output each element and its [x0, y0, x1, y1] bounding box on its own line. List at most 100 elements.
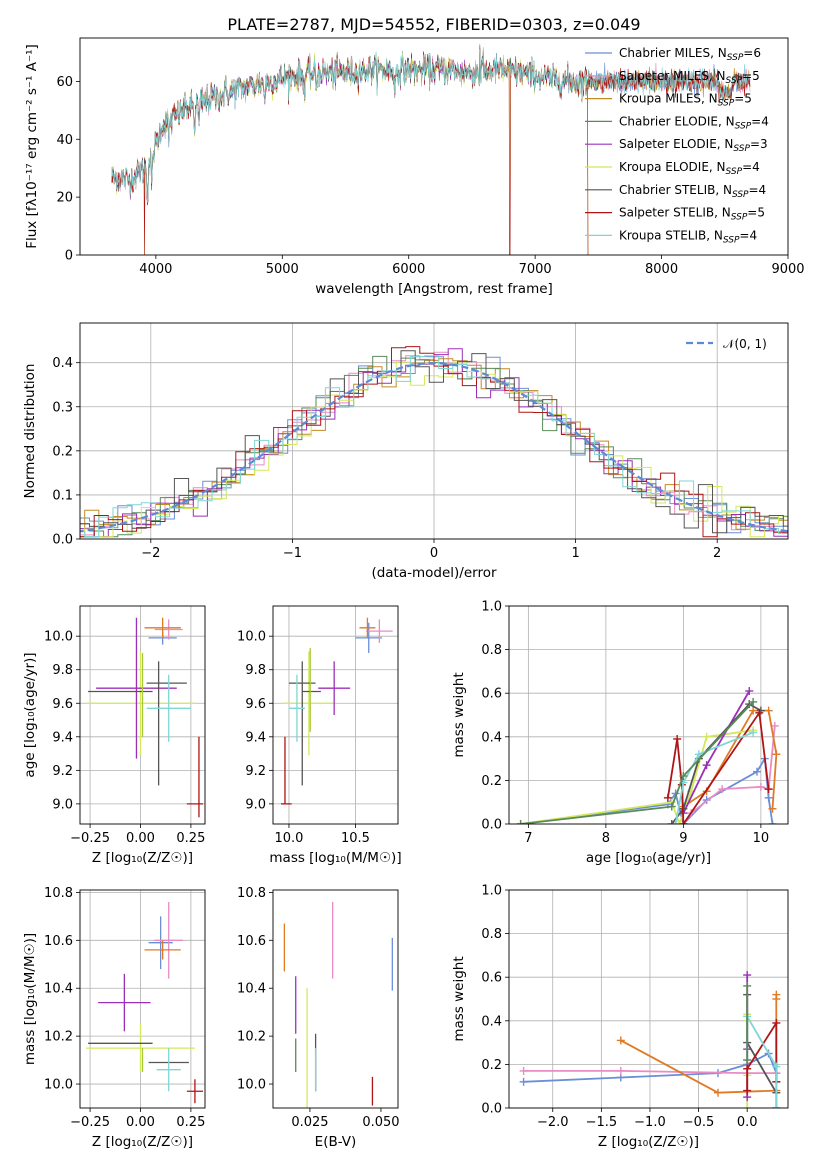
y-tick-label: 0.0 [52, 533, 73, 548]
weight-marker [616, 1066, 625, 1075]
weight-marker [755, 708, 764, 717]
errorbar-point [366, 619, 393, 643]
y-tick-label: 0.8 [481, 927, 502, 942]
y-tick-label: 10.0 [44, 1078, 73, 1093]
plot-area-mass_vs_EBV [283, 901, 393, 1108]
legend-label: Salpeter ELODIE, NSSP=3 [619, 137, 768, 154]
errorbar-point [156, 1048, 181, 1092]
y-tick-label: 0.4 [481, 1014, 502, 1029]
weight-marker [764, 706, 773, 715]
normal-curve [80, 361, 788, 533]
axes-age_vs_mass: 10.0 10.5 9.0 9.2 9.4 9.6 9.8 10.0 mass [log₁₀(M… [237, 606, 402, 866]
x-tick-label: −0.25 [70, 831, 110, 846]
x-axis-label: Z [log₁₀(Z/Z☉)] [92, 1134, 193, 1150]
axes-residuals: −2 −1 0 1 2 0.0 0.1 0.2 0.3 0.4 (data-model)/error… [22, 323, 788, 581]
x-tick-label: −1.0 [634, 1115, 666, 1130]
x-tick-label: −0.25 [70, 1115, 110, 1130]
spectrum-line-ext-8 [587, 64, 751, 102]
mass_vs_Z-frame [79, 889, 206, 1109]
weight-marker [679, 820, 688, 824]
weight-marker [749, 706, 758, 715]
plot-area-residuals [80, 346, 788, 538]
y-axis-label: age [log₁₀(age/yr)] [22, 652, 38, 777]
weight-marker [743, 1056, 752, 1065]
weight-marker [764, 793, 773, 802]
y-tick-label: 0 [65, 249, 73, 264]
spectrum-line-1 [111, 43, 589, 202]
y-tick-label: 0.8 [481, 643, 502, 658]
y-axis-label: mass weight [451, 672, 467, 757]
x-axis-label: Z [log₁₀(Z/Z☉)] [598, 1134, 699, 1150]
histogram-6 [80, 350, 788, 534]
weight-marker [743, 1064, 752, 1073]
mass_weight_vs_age-frame [508, 605, 789, 825]
weight-marker [673, 734, 682, 743]
errorbar-point [318, 661, 351, 715]
y-tick-label: 10.8 [237, 886, 266, 901]
y-tick-label: 0.1 [52, 488, 73, 503]
weight-line-5 [671, 702, 762, 824]
y-tick-label: 0.4 [52, 356, 73, 371]
x-tick-label: 8 [602, 831, 610, 846]
axes-mass_weight_vs_Z: −2.0 −1.5 −1.0 −0.5 0.0 0.0 0.2 0.4 0.6 0.8 1.0 Z [… [451, 884, 788, 1150]
weight-marker [702, 732, 711, 741]
weight-line-8 [520, 701, 754, 824]
weight-line-1 [523, 1070, 777, 1074]
weight-marker [768, 804, 777, 813]
weight-marker [772, 990, 781, 999]
y-tick-label: 10.4 [44, 982, 73, 997]
weight-line-0 [520, 755, 774, 824]
y-tick-label: 10.6 [44, 934, 73, 949]
plot-area-age_vs_mass [280, 617, 393, 805]
legend-label: Kroupa MILES, NSSP=5 [619, 92, 752, 109]
x-tick-label: 6000 [392, 262, 425, 277]
x-tick-label: 0.025 [291, 1115, 328, 1130]
y-tick-label: 9.6 [245, 697, 266, 712]
y-tick-label: 10.6 [237, 934, 266, 949]
x-tick-label: 10.5 [341, 831, 370, 846]
y-tick-label: 10.8 [44, 886, 73, 901]
weight-marker [772, 750, 781, 759]
y-axis-label: mass weight [451, 956, 467, 1041]
errorbar-point [144, 940, 181, 960]
plot-area-mass_weight_vs_Z [519, 971, 781, 1108]
x-tick-label: 7 [524, 831, 532, 846]
errorbar-point [359, 617, 376, 638]
x-tick-label: 9000 [771, 262, 804, 277]
histogram-8 [80, 355, 788, 537]
weight-marker [743, 981, 752, 990]
y-tick-label: 0.2 [481, 1058, 502, 1073]
axes-mass_vs_Z: −0.25 0.00 0.25 10.0 10.2 10.4 10.6 10.8 Z [log₁… [22, 886, 205, 1150]
y-tick-label: 9.4 [52, 730, 73, 745]
x-tick-label: −1 [283, 546, 302, 561]
legend-label: 𝒩(0, 1) [723, 337, 767, 351]
axes-spectrum: 4000 5000 6000 7000 8000 9000 0 20 40 60 wavelengt… [24, 44, 805, 297]
legend-label: Salpeter MILES, NSSP=5 [619, 69, 760, 86]
errorbar-point [288, 674, 305, 742]
y-tick-label: 0.6 [481, 687, 502, 702]
plot-area-age_vs_Z [86, 617, 203, 818]
x-tick-label: 0.00 [126, 1115, 155, 1130]
x-axis-label: (data-model)/error [371, 565, 497, 581]
weight-marker [702, 761, 711, 770]
y-tick-label: 0.0 [481, 1102, 502, 1117]
weight-marker [745, 687, 754, 696]
plot-area-mass_weight_vs_age [516, 687, 781, 824]
weight-marker [714, 1088, 723, 1097]
x-tick-label: 0.0 [737, 1115, 758, 1130]
y-axis-label: Flux [fλ10⁻¹⁷ erg cm⁻² s⁻¹ A⁻¹] [24, 44, 40, 249]
y-tick-label: 0.4 [481, 730, 502, 745]
weight-marker [694, 750, 703, 759]
weight-marker [743, 1086, 752, 1095]
x-tick-label: 4000 [139, 262, 172, 277]
legend-label: Chabrier STELIB, NSSP=4 [619, 183, 766, 200]
figure-title: PLATE=2787, MJD=54552, FIBERID=0303, z=0… [227, 15, 640, 34]
weight-marker [675, 820, 684, 824]
legend-label: Kroupa ELODIE, NSSP=4 [619, 160, 760, 177]
y-tick-label: 9.4 [245, 730, 266, 745]
weight-marker [743, 1104, 752, 1108]
weight-marker [718, 785, 727, 794]
y-tick-label: 1.0 [481, 884, 502, 899]
x-tick-label: 1 [571, 546, 579, 561]
